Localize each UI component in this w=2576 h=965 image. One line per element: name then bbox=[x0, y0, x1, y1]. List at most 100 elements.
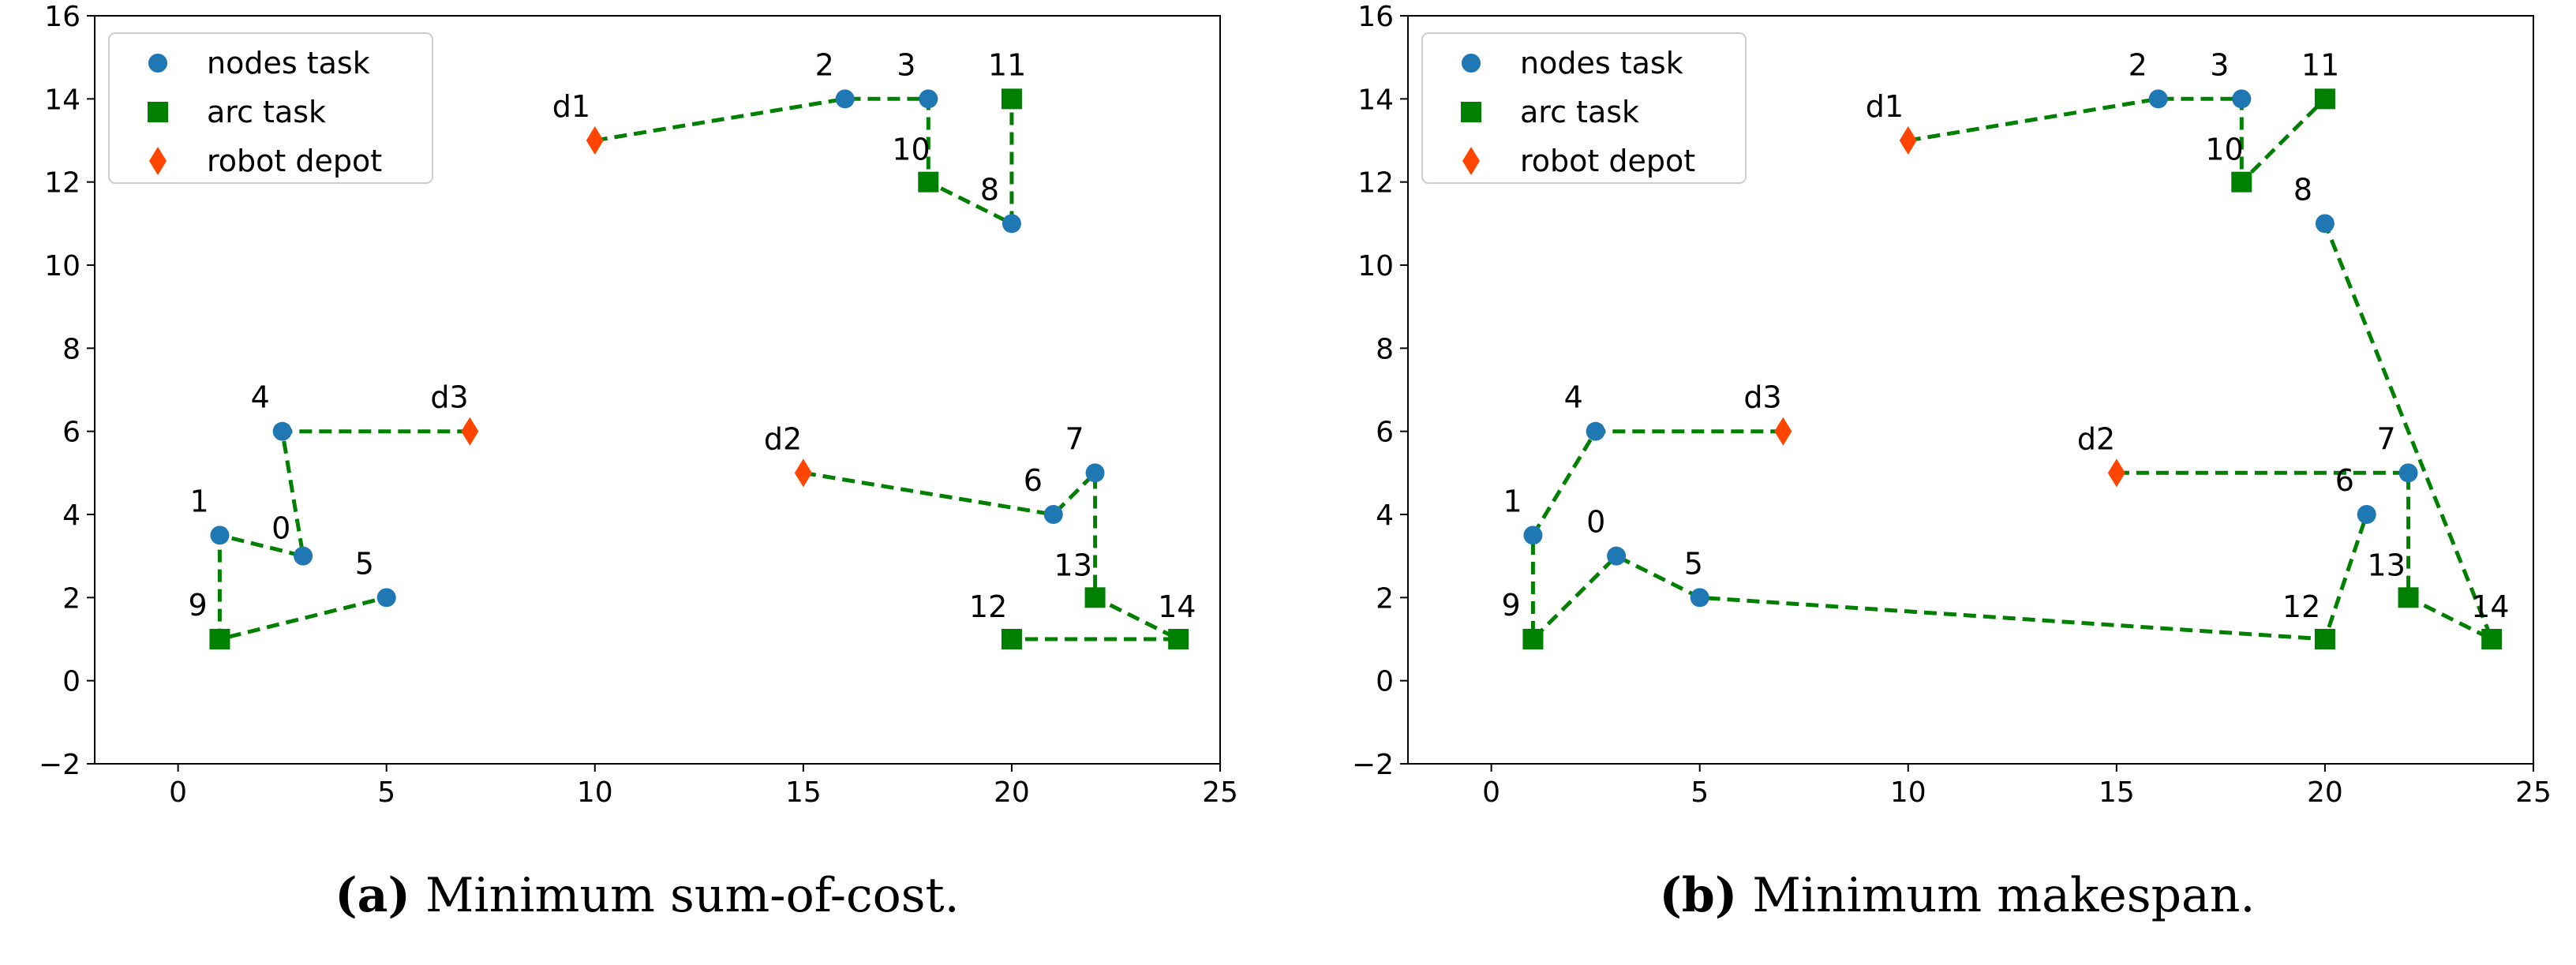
pb-label-14: 14 bbox=[2471, 589, 2509, 624]
pb-label-d2: d2 bbox=[2077, 421, 2115, 456]
pb-route-3 bbox=[1530, 429, 2369, 645]
pa-legend-label-1: nodes task bbox=[207, 46, 370, 80]
pb-label-11: 11 bbox=[2301, 47, 2339, 82]
pa-axes-frame bbox=[94, 15, 1221, 765]
pa-label-d2: d2 bbox=[764, 421, 802, 456]
pa-label-13: 13 bbox=[1054, 548, 1092, 582]
pa-ytick-label: 4 bbox=[62, 499, 80, 532]
pa-node-task-8 bbox=[1002, 214, 1021, 234]
pa-label-0: 0 bbox=[271, 511, 290, 546]
pa-label-8: 8 bbox=[980, 172, 999, 207]
pb-node-task-3 bbox=[2232, 89, 2252, 109]
pa-node-task-2 bbox=[835, 89, 855, 109]
pa-label-14: 14 bbox=[1158, 589, 1196, 624]
pa-label-1: 1 bbox=[189, 484, 208, 518]
pa-legend-depot-marker bbox=[149, 147, 167, 175]
pb-xtick-label: 15 bbox=[2099, 776, 2135, 809]
pb-arc-task-12 bbox=[2314, 629, 2335, 649]
caption-a-letter: (a) bbox=[335, 868, 410, 923]
pb-xtick-label: 10 bbox=[1890, 776, 1926, 809]
pa-legend-arc-marker bbox=[148, 102, 168, 122]
pb-ytick-label: 2 bbox=[1376, 582, 1394, 615]
pb-legend-box bbox=[1421, 32, 1747, 184]
pa-label-3: 3 bbox=[897, 47, 915, 82]
pb-label-0: 0 bbox=[1586, 505, 1605, 540]
pb-label-6: 6 bbox=[2335, 463, 2354, 498]
pb-label-3: 3 bbox=[2210, 47, 2229, 82]
pa-node-task-7 bbox=[1085, 463, 1105, 483]
pa-arc-task-13 bbox=[1084, 587, 1106, 608]
pa-ytick-label: 8 bbox=[62, 333, 80, 365]
caption-b: (b) Minimum makespan. bbox=[1405, 868, 2510, 923]
pb-route-2 bbox=[2116, 223, 2496, 644]
pa-node-task-6 bbox=[1043, 505, 1063, 524]
pa-legend-label-3: robot depot bbox=[207, 144, 382, 178]
pa-label-d3: d3 bbox=[430, 380, 468, 415]
pb-axes-frame bbox=[1407, 15, 2534, 765]
pb-label-d1: d1 bbox=[1866, 89, 1904, 124]
pb-ytick-label: 0 bbox=[1376, 666, 1394, 698]
pa-arc-task-10 bbox=[918, 171, 939, 193]
pb-label-13: 13 bbox=[2368, 548, 2406, 582]
pb-label-12: 12 bbox=[2282, 589, 2320, 624]
pa-xtick-label: 5 bbox=[377, 776, 395, 809]
pa-route-1 bbox=[594, 96, 1014, 227]
pa-ytick-label: −2 bbox=[39, 749, 80, 781]
pa-route-2 bbox=[803, 468, 1180, 641]
pb-label-8: 8 bbox=[2293, 172, 2312, 207]
pb-arc-task-10 bbox=[2231, 171, 2252, 193]
pb-legend-depot-marker bbox=[1462, 147, 1480, 175]
pa-arc-task-14 bbox=[1168, 629, 1189, 649]
pa-xtick-label: 10 bbox=[577, 776, 613, 809]
pa-label-4: 4 bbox=[251, 380, 270, 415]
pa-xtick-label: 25 bbox=[1202, 776, 1238, 809]
pb-arc-task-11 bbox=[2314, 88, 2335, 110]
pb-label-10: 10 bbox=[2205, 133, 2243, 167]
pb-node-task-1 bbox=[1523, 526, 1543, 545]
pb-node-task-6 bbox=[2357, 505, 2376, 524]
pb-legend-label-1: nodes task bbox=[1520, 46, 1683, 80]
pb-legend-node-marker bbox=[1462, 54, 1481, 73]
pa-arc-task-11 bbox=[1001, 88, 1022, 110]
pa-label-7: 7 bbox=[1065, 421, 1084, 456]
pb-label-2: 2 bbox=[2129, 47, 2147, 82]
pb-xtick-label: 20 bbox=[2307, 776, 2343, 809]
pb-label-d3: d3 bbox=[1743, 380, 1781, 415]
pb-label-9: 9 bbox=[1501, 588, 1520, 623]
pb-depot-d1 bbox=[1899, 126, 1917, 155]
pb-node-task-0 bbox=[1607, 546, 1627, 566]
pa-arc-task-12 bbox=[1001, 629, 1022, 649]
pb-label-4: 4 bbox=[1564, 380, 1583, 415]
pa-node-task-4 bbox=[272, 421, 292, 441]
pb-ytick-label: 14 bbox=[1357, 84, 1394, 116]
caption-b-letter: (b) bbox=[1659, 868, 1738, 923]
pb-legend-label-2: arc task bbox=[1520, 95, 1639, 129]
pa-ytick-label: 14 bbox=[44, 84, 80, 116]
caption-a: (a) Minimum sum-of-cost. bbox=[95, 868, 1200, 923]
pb-node-task-8 bbox=[2315, 214, 2334, 234]
pb-xtick-label: 0 bbox=[1482, 776, 1500, 809]
pa-ytick-label: 0 bbox=[62, 666, 80, 698]
pa-legend-node-marker bbox=[148, 54, 167, 73]
pb-xtick-label: 25 bbox=[2515, 776, 2552, 809]
pb-ytick-label: 6 bbox=[1376, 417, 1394, 449]
pa-label-10: 10 bbox=[892, 133, 930, 167]
pa-label-2: 2 bbox=[815, 47, 834, 82]
pb-label-1: 1 bbox=[1503, 484, 1522, 518]
pb-route-1 bbox=[1908, 96, 2327, 187]
pa-label-11: 11 bbox=[988, 47, 1026, 82]
pb-arc-task-13 bbox=[2398, 587, 2419, 608]
pa-node-task-5 bbox=[376, 588, 396, 608]
pb-label-5: 5 bbox=[1684, 546, 1703, 581]
pb-ytick-label: 8 bbox=[1376, 333, 1394, 365]
pa-depot-d1 bbox=[586, 126, 604, 155]
caption-a-text: Minimum sum-of-cost. bbox=[425, 868, 960, 923]
pb-legend-label-3: robot depot bbox=[1520, 144, 1695, 178]
pb-ytick-label: 12 bbox=[1357, 167, 1394, 200]
pb-legend-arc-marker bbox=[1461, 102, 1481, 122]
pb-arc-task-9 bbox=[1522, 629, 1544, 649]
pa-node-task-3 bbox=[919, 89, 938, 109]
pb-ytick-label: 4 bbox=[1376, 499, 1394, 532]
